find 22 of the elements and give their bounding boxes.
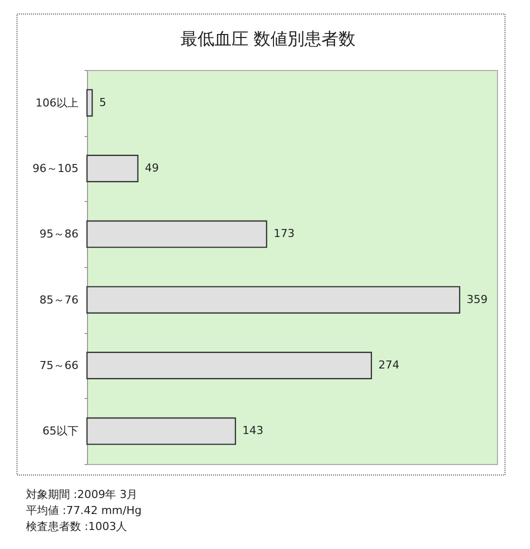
data-label: 274 — [378, 358, 400, 372]
data-label: 143 — [242, 424, 264, 438]
y-tick-label: 75～66 — [40, 359, 78, 372]
bar — [86, 286, 460, 314]
bar — [86, 154, 138, 182]
data-label: 5 — [99, 96, 106, 109]
bar — [86, 89, 93, 117]
text: 平均値 :77.42 mm/Hg — [26, 504, 142, 517]
y-tick-label: 95～86 — [40, 228, 78, 241]
bar — [86, 352, 372, 380]
chart-title: 最低血圧 数値別患者数 — [180, 30, 356, 50]
data-label: 49 — [144, 162, 159, 174]
bar — [86, 417, 236, 445]
data-label: 359 — [466, 292, 488, 306]
text: 検査患者数 :1003人 — [26, 520, 128, 533]
y-tick-label: 65以下 — [42, 424, 78, 438]
data-label: 173 — [274, 227, 295, 240]
y-tick-label: 96～105 — [32, 162, 78, 175]
y-tick-label: 85～76 — [40, 293, 78, 306]
bar — [86, 220, 268, 248]
y-tick-label: 106以上 — [36, 96, 78, 110]
text: 対象期間 :2009年 3月 — [26, 488, 138, 501]
